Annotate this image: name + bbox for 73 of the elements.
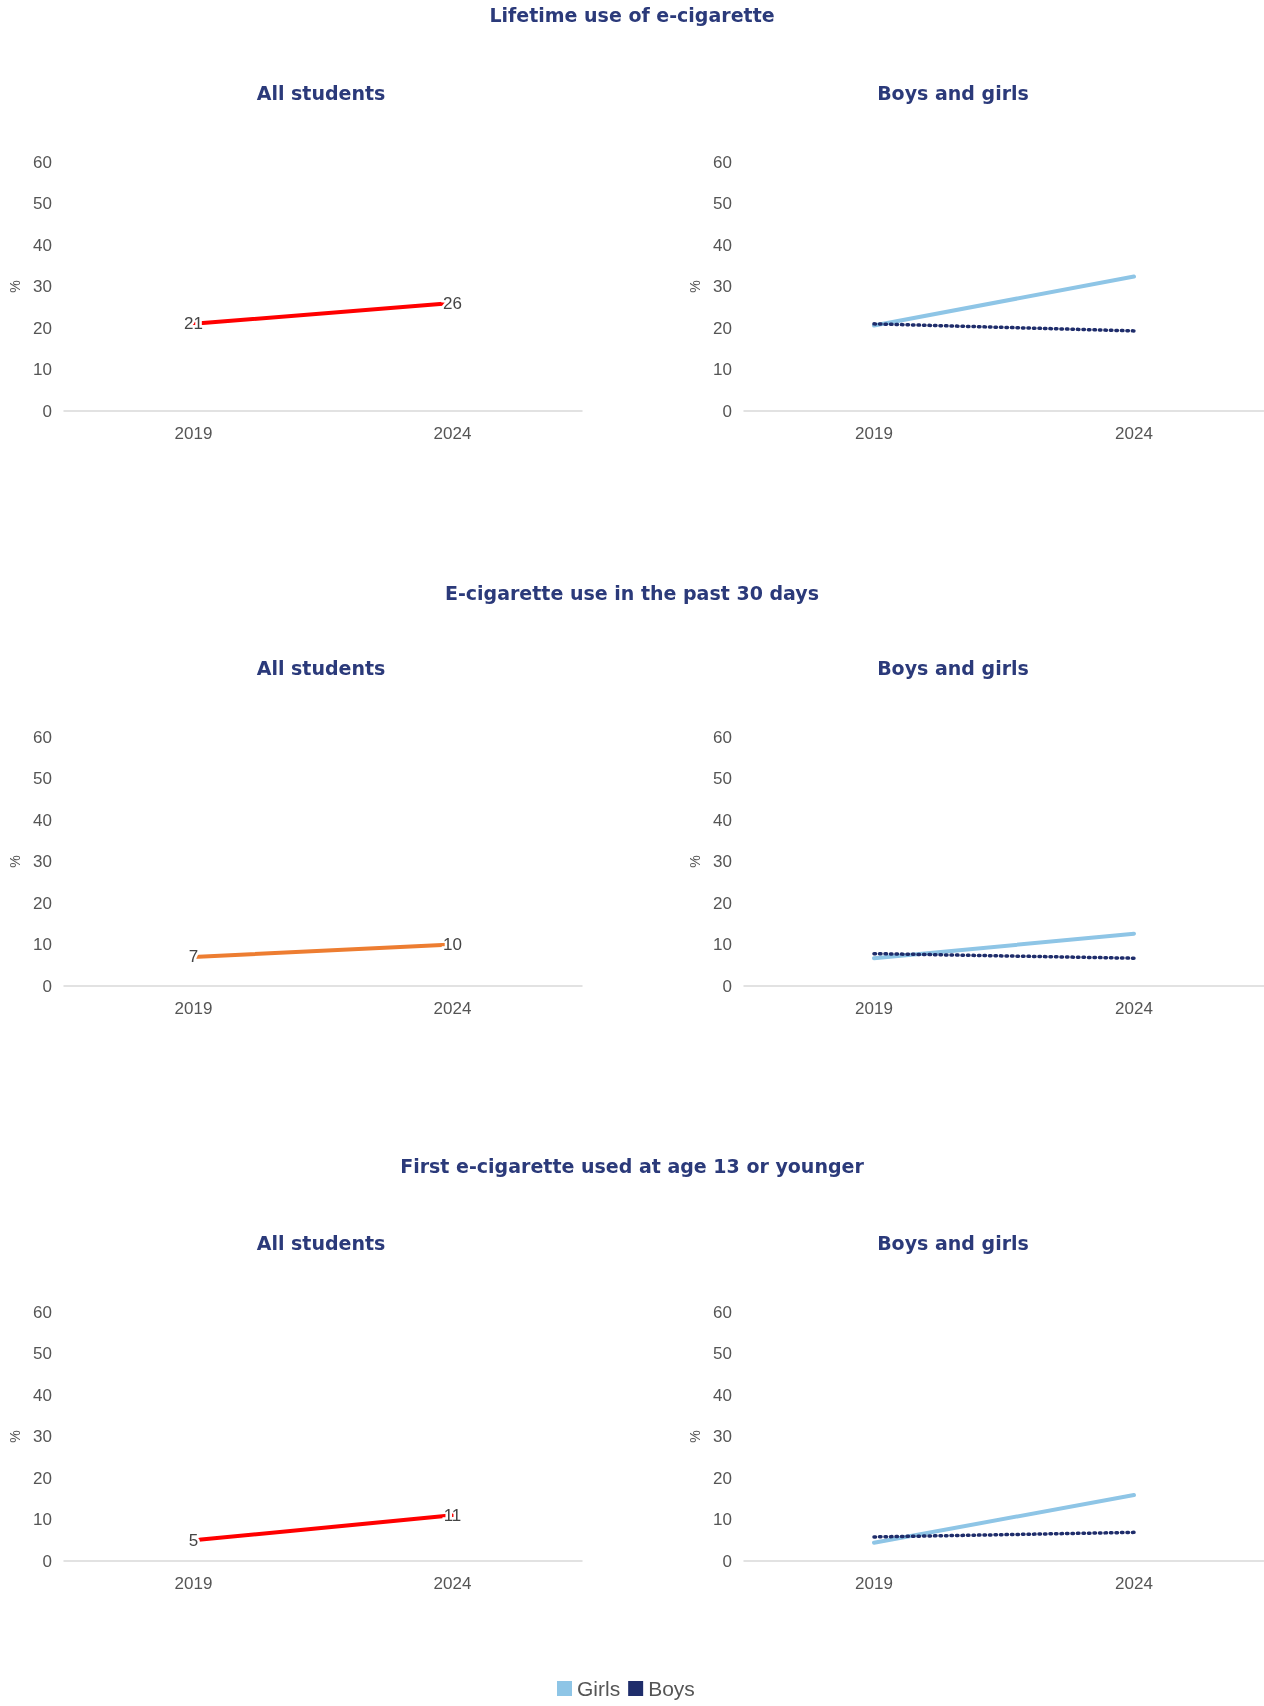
y-tick-label: 40 [713,235,732,255]
legend-label: Girls [577,1677,621,1700]
y-axis-title: % [7,1430,24,1443]
y-tick-label: 30 [33,1427,52,1446]
y-tick-label: 60 [33,727,52,747]
x-tick-label: 2019 [855,999,893,1018]
y-tick-label: 30 [33,277,52,296]
x-tick-label: 2024 [433,999,472,1018]
text: First e-cigarette used at age 13 or younger [399,1155,865,1177]
chart-subtitle: All students [256,1231,386,1254]
chart-subtitle: All students [256,81,386,104]
y-axis-title: % [687,855,704,868]
y-tick-label: 10 [713,360,732,379]
x-tick-label: 2019 [855,1574,893,1593]
y-tick-label: 10 [33,935,52,954]
y-tick-label: 50 [713,1344,732,1363]
y-tick-label: 20 [713,318,732,338]
x-tick-label: 2019 [174,424,213,443]
chart-subtitle: All students [256,656,386,679]
y-tick-label: 20 [33,1468,52,1488]
y-tick-label: 60 [713,727,732,747]
legend-label: Boys [648,1677,695,1700]
y-tick-label: 20 [713,893,732,913]
x-tick-label: 2019 [174,1574,213,1593]
x-tick-label: 2024 [1115,1574,1153,1593]
y-tick-label: 40 [33,235,52,255]
chart-subtitle: Boys and girls [877,81,1029,104]
y-tick-label: 40 [33,1385,52,1405]
y-tick-label: 0 [722,1551,732,1571]
y-tick-label: 30 [713,277,732,296]
x-tick-label: 2019 [174,999,213,1018]
y-tick-label: 10 [33,360,52,379]
y-tick-label: 30 [33,852,52,871]
x-tick-label: 2019 [855,424,893,443]
y-tick-label: 50 [33,1344,52,1363]
y-tick-label: 50 [713,769,732,788]
y-tick-label: 10 [713,1510,732,1529]
x-tick-label: 2024 [433,424,472,443]
y-tick-label: 50 [713,194,732,213]
y-tick-label: 60 [713,152,732,172]
y-tick-label: 30 [713,852,732,871]
y-tick-label: 0 [722,401,732,421]
text: E-cigarette use in the past 30 days [443,582,821,604]
y-axis-title: % [7,280,24,293]
x-tick-label: 2024 [433,1574,472,1593]
x-tick-label: 2024 [1115,424,1153,443]
chart-subtitle: Boys and girls [877,1231,1029,1254]
y-tick-label: 10 [33,1510,52,1529]
y-tick-label: 50 [33,194,52,213]
x-tick-label: 2024 [1115,999,1153,1018]
text: Lifetime use of e-cigarette [488,4,776,26]
y-tick-label: 20 [33,318,52,338]
y-tick-label: 40 [713,1385,732,1405]
y-tick-label: 0 [722,976,732,996]
y-tick-label: 60 [713,1302,732,1322]
y-tick-label: 40 [713,810,732,830]
y-tick-label: 0 [42,1551,52,1571]
y-axis-title: % [687,1430,704,1443]
y-axis-title: % [687,280,704,293]
y-tick-label: 0 [42,976,52,996]
y-tick-label: 20 [713,1468,732,1488]
y-tick-label: 50 [33,769,52,788]
data-label: 26 [443,293,462,313]
y-tick-label: 20 [33,893,52,913]
y-axis-title: % [7,855,24,868]
y-tick-label: 60 [33,1302,52,1322]
y-tick-label: 10 [713,935,732,954]
y-tick-label: 60 [33,152,52,172]
y-tick-label: 0 [42,401,52,421]
data-label: 10 [443,935,462,954]
chart-subtitle: Boys and girls [877,656,1029,679]
y-tick-label: 40 [33,810,52,830]
y-tick-label: 30 [713,1427,732,1446]
